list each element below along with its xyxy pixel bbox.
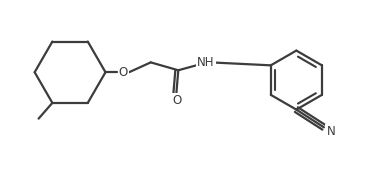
Text: NH: NH	[197, 56, 214, 69]
Text: N: N	[327, 125, 335, 138]
Text: O: O	[173, 94, 182, 107]
Text: O: O	[118, 66, 128, 79]
